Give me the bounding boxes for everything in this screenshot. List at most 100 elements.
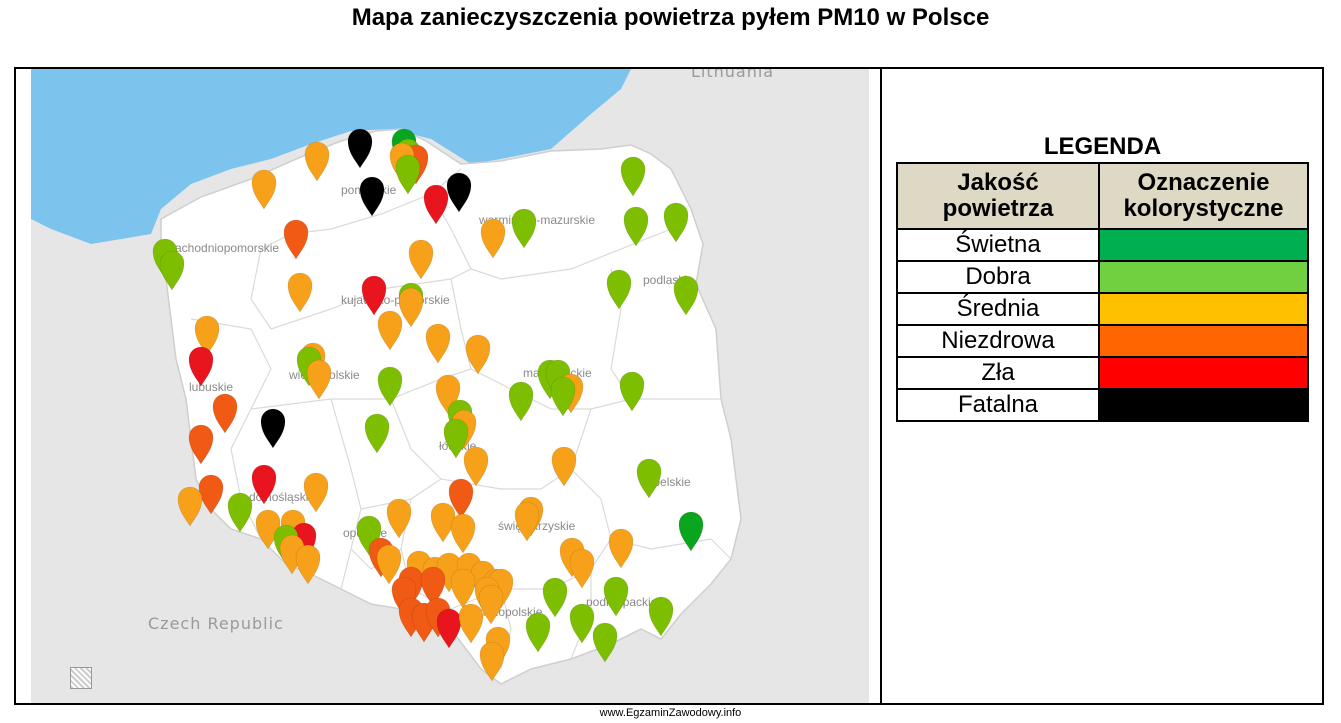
info-logo-icon — [70, 667, 92, 689]
station-marker-dobra[interactable] — [508, 381, 534, 422]
region-label: warmińsko-mazurskie — [478, 213, 595, 227]
legend-swatch — [1098, 388, 1309, 422]
station-marker-srednia[interactable] — [194, 315, 220, 356]
station-markers — [152, 128, 704, 682]
legend-swatch — [1098, 260, 1309, 294]
pollution-map[interactable]: Lithuania Czech Republic pomorskie warmi… — [31, 69, 869, 703]
station-marker-srednia[interactable] — [306, 359, 332, 400]
station-marker-dobra[interactable] — [619, 371, 645, 412]
station-marker-dobra[interactable] — [663, 202, 689, 243]
station-marker-srednia[interactable] — [450, 568, 476, 609]
station-marker-srednia[interactable] — [377, 310, 403, 351]
station-marker-niezdrowa[interactable] — [283, 219, 309, 260]
station-marker-dobra[interactable] — [623, 206, 649, 247]
legend-label: Świetna — [896, 228, 1100, 262]
legend-row: Świetna — [896, 228, 1309, 262]
legend-label: Niezdrowa — [896, 324, 1100, 358]
station-marker-srednia[interactable] — [450, 513, 476, 554]
region-label: zachodniopomorskie — [169, 241, 279, 255]
legend-header-color: Oznaczenie kolorystyczne — [1098, 162, 1309, 230]
station-marker-srednia[interactable] — [458, 603, 484, 644]
station-marker-zla[interactable] — [188, 346, 214, 387]
station-marker-zla[interactable] — [361, 275, 387, 316]
page-title: Mapa zanieczyszczenia powietrza pyłem PM… — [351, 4, 990, 31]
station-marker-srednia[interactable] — [177, 486, 203, 527]
station-marker-dobra[interactable] — [227, 492, 253, 533]
legend-label: Średnia — [896, 292, 1100, 326]
baltic-sea — [31, 69, 631, 244]
legend-swatch — [1098, 228, 1309, 262]
region-label: kujawsko-pomorskie — [341, 293, 450, 307]
station-marker-fatalna[interactable] — [446, 172, 472, 213]
station-marker-fatalna[interactable] — [347, 128, 373, 169]
station-marker-srednia[interactable] — [304, 141, 330, 182]
station-marker-srednia[interactable] — [463, 446, 489, 487]
station-marker-dobra[interactable] — [395, 154, 421, 195]
station-marker-srednia[interactable] — [376, 544, 402, 585]
station-marker-zla[interactable] — [423, 184, 449, 225]
frame-divider — [880, 67, 882, 705]
legend-row: Dobra — [896, 260, 1309, 294]
station-marker-srednia[interactable] — [608, 528, 634, 569]
station-marker-srednia[interactable] — [479, 641, 505, 682]
station-marker-dobra[interactable] — [550, 376, 576, 417]
legend-row: Średnia — [896, 292, 1309, 326]
station-marker-dobra[interactable] — [673, 275, 699, 316]
station-marker-niezdrowa[interactable] — [420, 566, 446, 607]
station-marker-niezdrowa[interactable] — [448, 478, 474, 519]
station-marker-dobra[interactable] — [606, 269, 632, 310]
station-marker-dobra[interactable] — [377, 366, 403, 407]
station-marker-dobra[interactable] — [648, 596, 674, 637]
region-label: lubuskie — [189, 380, 233, 394]
station-marker-dobra[interactable] — [511, 208, 537, 249]
station-marker-swietna[interactable] — [678, 511, 704, 552]
station-marker-dobra[interactable] — [525, 612, 551, 653]
station-marker-dobra[interactable] — [542, 577, 568, 618]
station-marker-srednia[interactable] — [478, 584, 504, 625]
station-marker-srednia[interactable] — [303, 472, 329, 513]
legend-row: Zła — [896, 356, 1309, 390]
legend-swatch — [1098, 356, 1309, 390]
station-marker-dobra[interactable] — [569, 603, 595, 644]
legend-swatch — [1098, 292, 1309, 326]
station-marker-srednia[interactable] — [569, 548, 595, 589]
station-marker-dobra[interactable] — [159, 250, 185, 291]
station-marker-srednia[interactable] — [408, 239, 434, 280]
legend-header-quality: Jakość powietrza — [896, 162, 1100, 230]
country-label-lithuania: Lithuania — [691, 69, 774, 81]
station-marker-dobra[interactable] — [443, 418, 469, 459]
legend-label: Zła — [896, 356, 1100, 390]
station-marker-dobra[interactable] — [636, 458, 662, 499]
station-marker-niezdrowa[interactable] — [212, 393, 238, 434]
station-marker-srednia[interactable] — [398, 287, 424, 328]
station-marker-dobra[interactable] — [603, 576, 629, 617]
station-marker-srednia[interactable] — [251, 169, 277, 210]
station-marker-srednia[interactable] — [514, 501, 540, 542]
station-marker-zla[interactable] — [251, 464, 277, 505]
station-marker-fatalna[interactable] — [260, 408, 286, 449]
country-label-czech: Czech Republic — [148, 614, 284, 633]
legend-title: LEGENDA — [1043, 133, 1162, 160]
content-frame — [14, 67, 1324, 705]
station-marker-srednia[interactable] — [480, 218, 506, 259]
station-marker-dobra[interactable] — [592, 622, 618, 663]
legend-row: Fatalna — [896, 388, 1309, 422]
station-marker-niezdrowa[interactable] — [188, 424, 214, 465]
station-marker-srednia[interactable] — [425, 323, 451, 364]
legend-swatch — [1098, 324, 1309, 358]
station-marker-srednia[interactable] — [287, 272, 313, 313]
legend-table: Jakość powietrza Oznaczenie kolorystyczne … — [896, 162, 1309, 422]
station-marker-dobra[interactable] — [364, 413, 390, 454]
station-marker-srednia[interactable] — [551, 446, 577, 487]
station-marker-dobra[interactable] — [620, 156, 646, 197]
station-marker-srednia[interactable] — [465, 334, 491, 375]
station-marker-zla[interactable] — [436, 608, 462, 649]
station-marker-srednia[interactable] — [295, 544, 321, 585]
legend-row: Niezdrowa — [896, 324, 1309, 358]
legend-label: Dobra — [896, 260, 1100, 294]
legend-header-row: Jakość powietrza Oznaczenie kolorystyczne — [896, 162, 1309, 230]
footer-credit: www.EgzaminZawodowy.info — [599, 707, 742, 719]
station-marker-fatalna[interactable] — [359, 176, 385, 217]
legend-label: Fatalna — [896, 388, 1100, 422]
station-marker-srednia[interactable] — [386, 498, 412, 539]
